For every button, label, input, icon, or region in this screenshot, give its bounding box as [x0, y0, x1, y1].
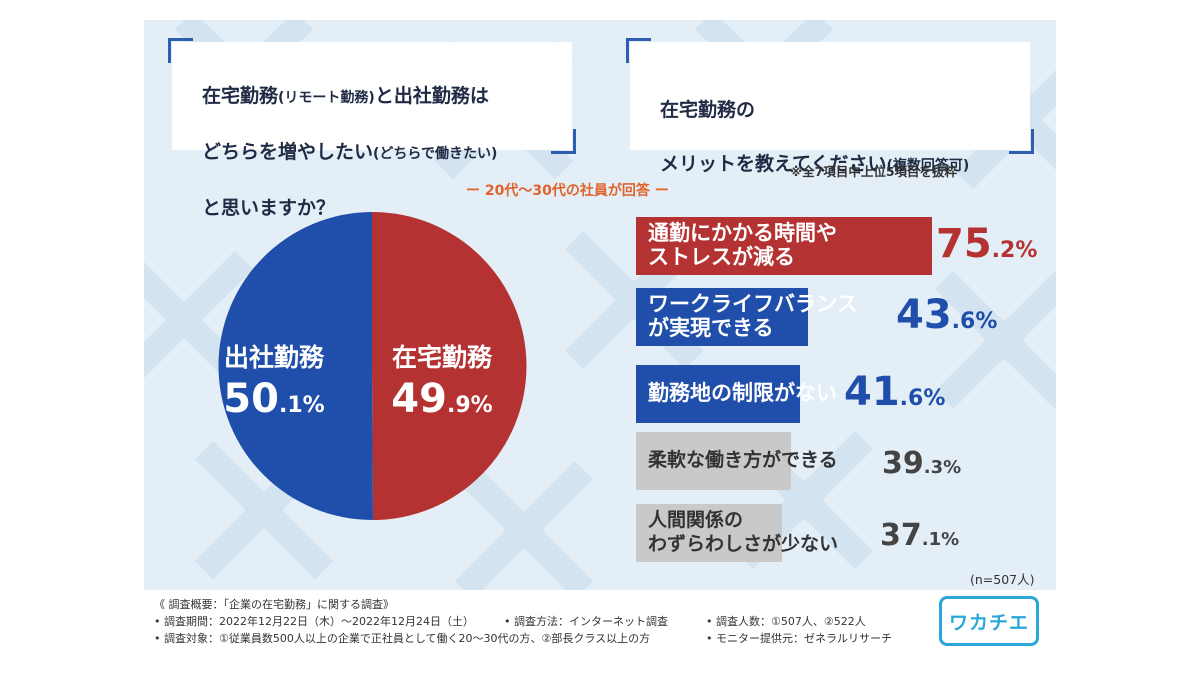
- pie-label-remote: 在宅勤務 49.9%: [382, 338, 502, 422]
- pie-slice-remote: [372, 211, 527, 521]
- pie-label-remote-value: 49.9%: [391, 376, 493, 422]
- bar-value-1: 75.2%: [936, 221, 1038, 267]
- note-top: ※全7項目中上位5項目を抜粋: [790, 164, 958, 179]
- question-left-text: 在宅勤務(リモート勤務)と出社勤務は どちらを増やしたい(どちらで働きたい) と…: [202, 85, 498, 219]
- question-right-text: 在宅勤務の メリットを教えてください(複数回答可): [660, 99, 970, 175]
- question-box-left: 在宅勤務(リモート勤務)と出社勤務は どちらを増やしたい(どちらで働きたい) と…: [168, 38, 576, 219]
- bar-3: [636, 365, 800, 423]
- bar-2: [636, 288, 808, 346]
- footer-survey-title: 《 調査概要：「企業の在宅勤務」に関する調査》: [154, 598, 394, 611]
- pie-slice-office: [218, 212, 373, 521]
- bar-5: [636, 504, 782, 562]
- bar-label-1: 通勤にかかる時間や ストレスが減る: [648, 221, 837, 269]
- bar-label-3: 勤務地の制限がない: [648, 381, 837, 405]
- infographic-panel: 在宅勤務(リモート勤務)と出社勤務は どちらを増やしたい(どちらで働きたい) と…: [144, 20, 1056, 590]
- pie-chart: [218, 211, 527, 521]
- bar-1: [636, 217, 932, 275]
- wakachie-logo: ワカチエ: [939, 596, 1039, 646]
- bar-value-5: 37.1%: [880, 518, 960, 553]
- sample-size: (n=507人): [970, 572, 1035, 587]
- footer-method: • 調査方法：インターネット調査: [504, 615, 668, 628]
- pie-label-office-name: 出社勤務: [223, 343, 324, 372]
- pie-label-office-value: 50.1%: [223, 376, 325, 422]
- bar-value-2: 43.6%: [896, 292, 998, 338]
- subheading: ー 20代～30代の社員が回答 ー: [466, 183, 669, 199]
- pie-label-remote-name: 在宅勤務: [391, 343, 492, 372]
- footer-period: • 調査期間：2022年12月22日（木）～2022年12月24日（土）: [154, 615, 474, 628]
- bar-label-2: ワークライフバランス が実現できる: [648, 292, 858, 340]
- bar-label-5: 人間関係の わずらわしさが少ない: [648, 509, 839, 555]
- bar-label-4: 柔軟な働き方ができる: [648, 449, 838, 471]
- bar-value-4: 39.3%: [882, 446, 962, 481]
- question-box-right: 在宅勤務の メリットを教えてください(複数回答可): [626, 38, 1034, 175]
- footer-target: • 調査対象：①従業員数500人以上の企業で正社員として働く20～30代の方、②…: [154, 632, 651, 645]
- bar-value-3: 41.6%: [844, 369, 946, 415]
- bar-4: [636, 432, 791, 490]
- footer-provider: • モニター提供元：ゼネラルリサーチ: [706, 632, 892, 645]
- pie-label-office: 出社勤務 50.1%: [214, 338, 334, 422]
- survey-footer: 《 調査概要：「企業の在宅勤務」に関する調査》 • 調査期間：2022年12月2…: [144, 590, 1056, 652]
- footer-respondents: • 調査人数：①507人、②522人: [706, 615, 866, 628]
